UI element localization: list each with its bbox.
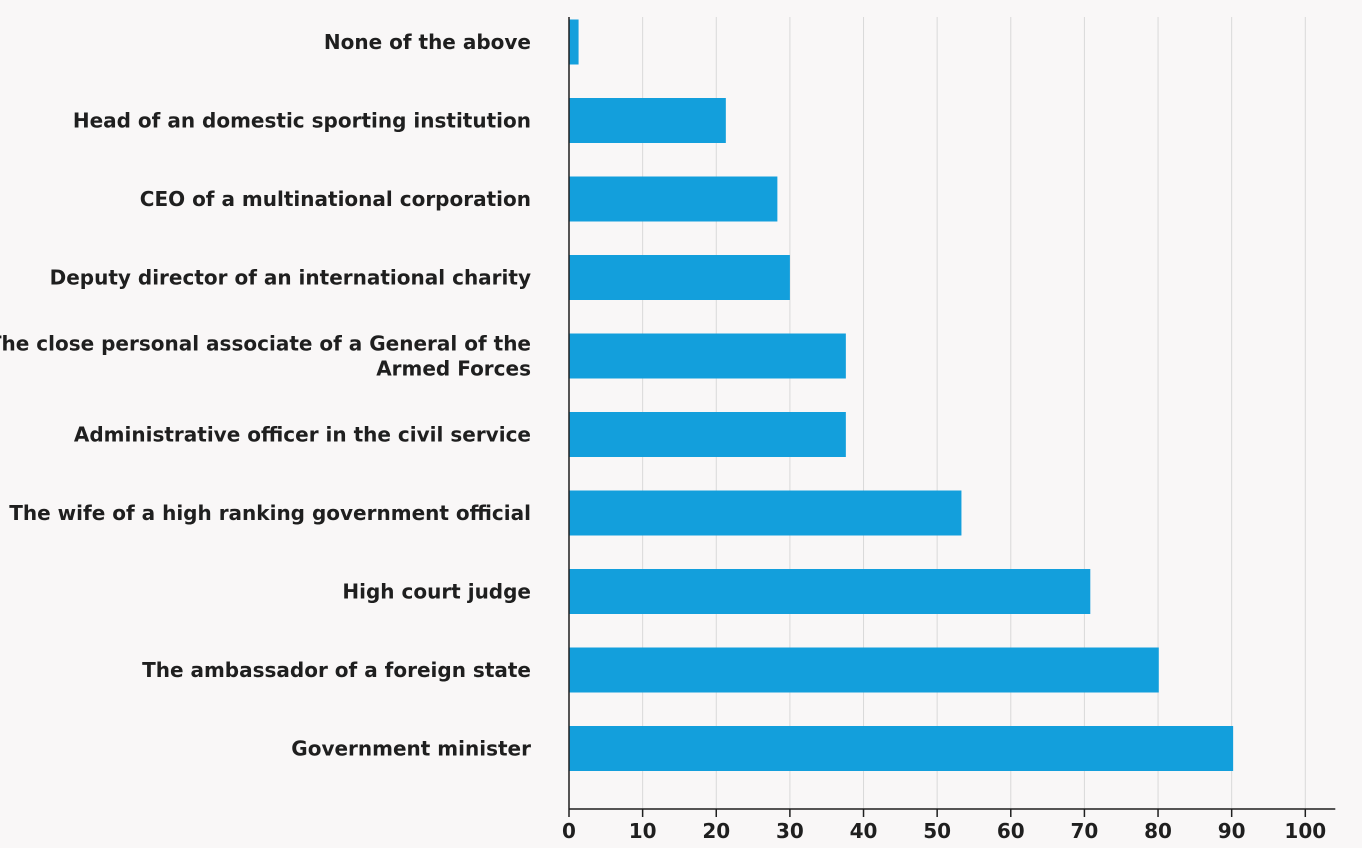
x-tick-label: 40 [850,819,878,843]
category-label: Administrative officer in the civil serv… [74,423,531,447]
bar [569,726,1234,771]
x-tick-label: 80 [1144,819,1172,843]
category-label: High court judge [342,580,531,604]
bar [569,19,579,65]
x-tick-label: 70 [1070,819,1098,843]
x-tick-label: 90 [1218,819,1246,843]
bar [569,176,778,222]
x-tick-label: 50 [923,819,951,843]
category-label: Government minister [291,737,531,761]
bars [569,19,1234,771]
x-tick-label: 20 [702,819,730,843]
bar [569,255,790,300]
bar [569,569,1091,614]
bar [569,412,846,457]
category-label: The ambassador of a foreign state [142,658,531,682]
category-label: Armed Forces [376,357,531,381]
x-tick-label: 60 [997,819,1025,843]
category-label: Head of an domestic sporting institution [73,109,531,133]
x-tick-label: 30 [776,819,804,843]
category-label: None of the above [324,30,531,54]
axes [568,17,1336,817]
x-tick-label: 100 [1284,819,1326,843]
bar [569,490,962,536]
gridlines [642,17,1306,809]
category-labels: None of the above Head of an domestic spo… [0,30,531,761]
bar [569,647,1159,693]
bar [569,333,846,379]
x-tick-label: 0 [562,819,576,843]
bar [569,98,726,143]
category-label: The wife of a high ranking government of… [9,501,531,525]
category-label: Deputy director of an international char… [50,266,531,290]
category-label: CEO of a multinational corporation [140,187,531,211]
x-tick-label: 10 [629,819,657,843]
category-label: The close personal associate of a Genera… [0,332,531,356]
x-tick-labels: 0 10 20 30 40 50 60 70 80 90 100 [562,819,1326,843]
